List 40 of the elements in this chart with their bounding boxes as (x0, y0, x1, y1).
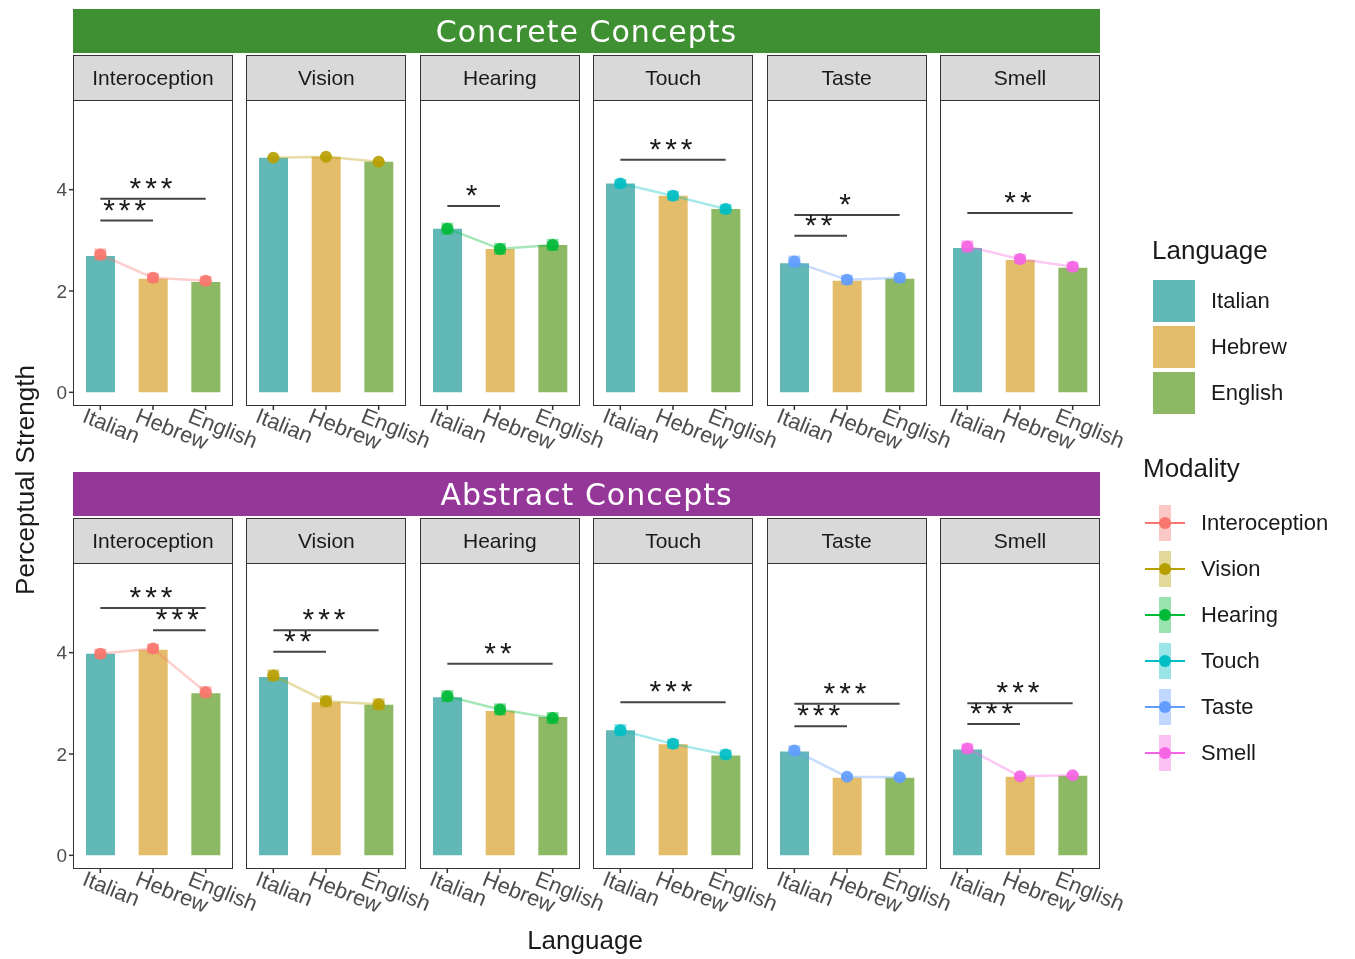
text: Abstract Concepts (73, 472, 1100, 516)
annotation: ** (484, 635, 516, 669)
annotation: * (838, 187, 855, 220)
legend-label: Touch (1201, 648, 1260, 674)
legend-label: Smell (1201, 740, 1257, 766)
y-tick-label: 4 (56, 179, 68, 201)
x-axis-title: Language (527, 924, 643, 956)
y-tick-label: 0 (56, 382, 67, 404)
annotation: *** (649, 674, 697, 708)
legend-label: Taste (1201, 694, 1254, 720)
legend-label: Hearing (1201, 602, 1279, 628)
chart-title: Hearing (419, 55, 580, 101)
chart-title: Taste (766, 55, 927, 101)
chart-title: Interoception (73, 55, 233, 101)
annotation: *** (649, 131, 697, 165)
text: Concrete Concepts (73, 9, 1100, 53)
legend-label: Interoception (1201, 510, 1329, 536)
legend-title: Language (1152, 235, 1269, 266)
chart-title: Taste (766, 518, 927, 564)
chart-title: Vision (246, 55, 407, 101)
chart-title: Smell (940, 518, 1100, 564)
chart-title: Touch (593, 518, 754, 564)
category-label: English (1211, 380, 1284, 405)
annotation: * (465, 177, 482, 211)
annotation: ** (1004, 184, 1036, 218)
y-tick-label: 2 (56, 743, 67, 765)
chart-title: Hearing (419, 518, 580, 564)
category-label: Hebrew (1211, 334, 1287, 359)
annotation: ** (804, 207, 836, 241)
y-tick-label: 0 (56, 845, 67, 867)
chart-title: Smell (940, 55, 1100, 101)
y-tick-label: 2 (56, 280, 67, 302)
chart-title: Touch (593, 55, 754, 101)
y-tick-label: 4 (56, 642, 68, 664)
y-axis-title: Perceptual Strength (9, 365, 41, 595)
category-label: Italian (1211, 288, 1270, 313)
legend-label: Vision (1201, 556, 1261, 582)
chart-title: Interoception (73, 518, 233, 564)
legend-title: Modality (1143, 453, 1241, 484)
chart-title: Vision (246, 518, 407, 564)
